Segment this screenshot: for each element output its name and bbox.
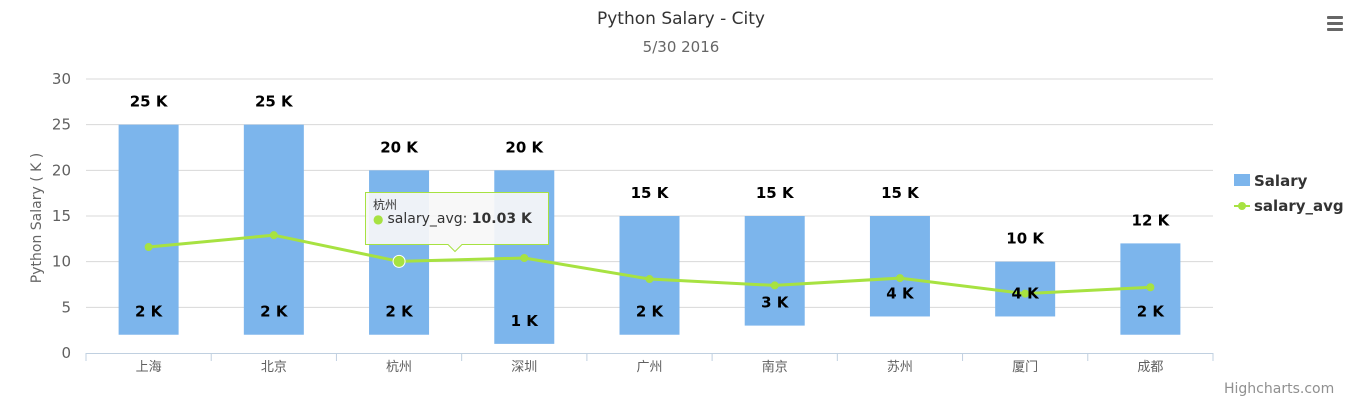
- bar-high-label: 15 K: [756, 184, 795, 202]
- legend-salary-label: Salary: [1254, 172, 1308, 190]
- salary-avg-point: [520, 254, 529, 263]
- salary-avg-point: [269, 231, 278, 240]
- legend-salary-avg-label: salary_avg: [1254, 197, 1344, 215]
- x-tick-label: 广州: [636, 360, 662, 375]
- x-tick-label: 深圳: [511, 360, 537, 375]
- legend-salary-avg-marker: [1238, 202, 1246, 210]
- bar-low-label: 2 K: [385, 303, 414, 321]
- bar-high-label: 25 K: [130, 93, 169, 111]
- y-tick-label: 0: [61, 344, 71, 362]
- salary-avg-line: [144, 231, 1155, 298]
- chart-menu-button[interactable]: [1323, 12, 1347, 34]
- chart-title: Python Salary - City: [597, 9, 765, 29]
- legend: Salary salary_avg: [1234, 172, 1344, 215]
- legend-salary-swatch: [1234, 174, 1250, 186]
- bar-high-label: 20 K: [380, 138, 419, 156]
- bar-low-label: 2 K: [636, 303, 665, 321]
- chart-subtitle: 5/30 2016: [643, 38, 720, 56]
- salary-bar: [243, 124, 304, 335]
- bar-low-label: 4 K: [886, 284, 915, 302]
- x-tick-label: 杭州: [386, 360, 412, 375]
- bar-high-label: 15 K: [631, 184, 670, 202]
- salary-avg-point: [1146, 283, 1155, 292]
- bar-high-label: 20 K: [505, 138, 544, 156]
- x-tick-label: 上海: [136, 360, 162, 375]
- y-tick-label: 30: [52, 70, 71, 88]
- bar-high-label: 25 K: [255, 93, 294, 111]
- x-tick-label: 北京: [261, 360, 287, 375]
- salary-bar: [118, 124, 179, 335]
- bar-high-label: 10 K: [1006, 230, 1045, 248]
- hamburger-menu-icon-bar: [1327, 16, 1343, 19]
- x-tick-label: 苏州: [887, 359, 913, 375]
- bar-low-label: 4 K: [1012, 284, 1041, 302]
- bar-high-label: 15 K: [881, 184, 920, 202]
- bar-low-label: 2 K: [1137, 303, 1166, 321]
- y-tick-label: 10: [52, 253, 71, 271]
- salary-avg-point: [144, 243, 153, 252]
- salary-avg-point: [1021, 289, 1030, 298]
- y-tick-label: 15: [52, 207, 71, 225]
- bar-low-label: 3 K: [761, 294, 790, 312]
- y-tick-label: 25: [52, 116, 71, 134]
- y-axis-title: Python Salary ( K ): [29, 153, 45, 283]
- x-tick-label: 成都: [1137, 360, 1163, 375]
- x-axis: 上海 北京 杭州 深圳 广州 南京 苏州 厦门 成都: [85, 353, 1214, 375]
- bar-high-label: 12 K: [1132, 211, 1171, 229]
- hamburger-menu-icon-bar: [1327, 28, 1343, 31]
- salary-bar: [869, 216, 930, 317]
- salary-bar: [995, 261, 1056, 317]
- salary-bar: [744, 216, 805, 326]
- bar-low-label: 1 K: [511, 312, 540, 330]
- salary-avg-point: [895, 274, 904, 283]
- salary-avg-point: [392, 254, 406, 268]
- salary-avg-point: [645, 275, 654, 284]
- y-tick-label: 20: [52, 161, 71, 179]
- x-tick-label: 南京: [762, 359, 788, 375]
- salary-avg-point: [770, 281, 779, 290]
- x-tick-label: 厦门: [1012, 360, 1038, 375]
- hamburger-menu-icon-bar: [1327, 22, 1343, 25]
- data-labels: 25 K 2 K 25 K 2 K 20 K 2 K 20 K 1 K 15 K 2 K 15 K 3…: [130, 93, 1171, 330]
- bar-low-label: 2 K: [135, 303, 164, 321]
- y-tick-label: 5: [61, 298, 71, 316]
- credits-link[interactable]: Highcharts.com: [1224, 381, 1335, 397]
- bar-low-label: 2 K: [260, 303, 289, 321]
- y-axis-ticks: 0 5 10 15 20 25 30: [52, 70, 71, 362]
